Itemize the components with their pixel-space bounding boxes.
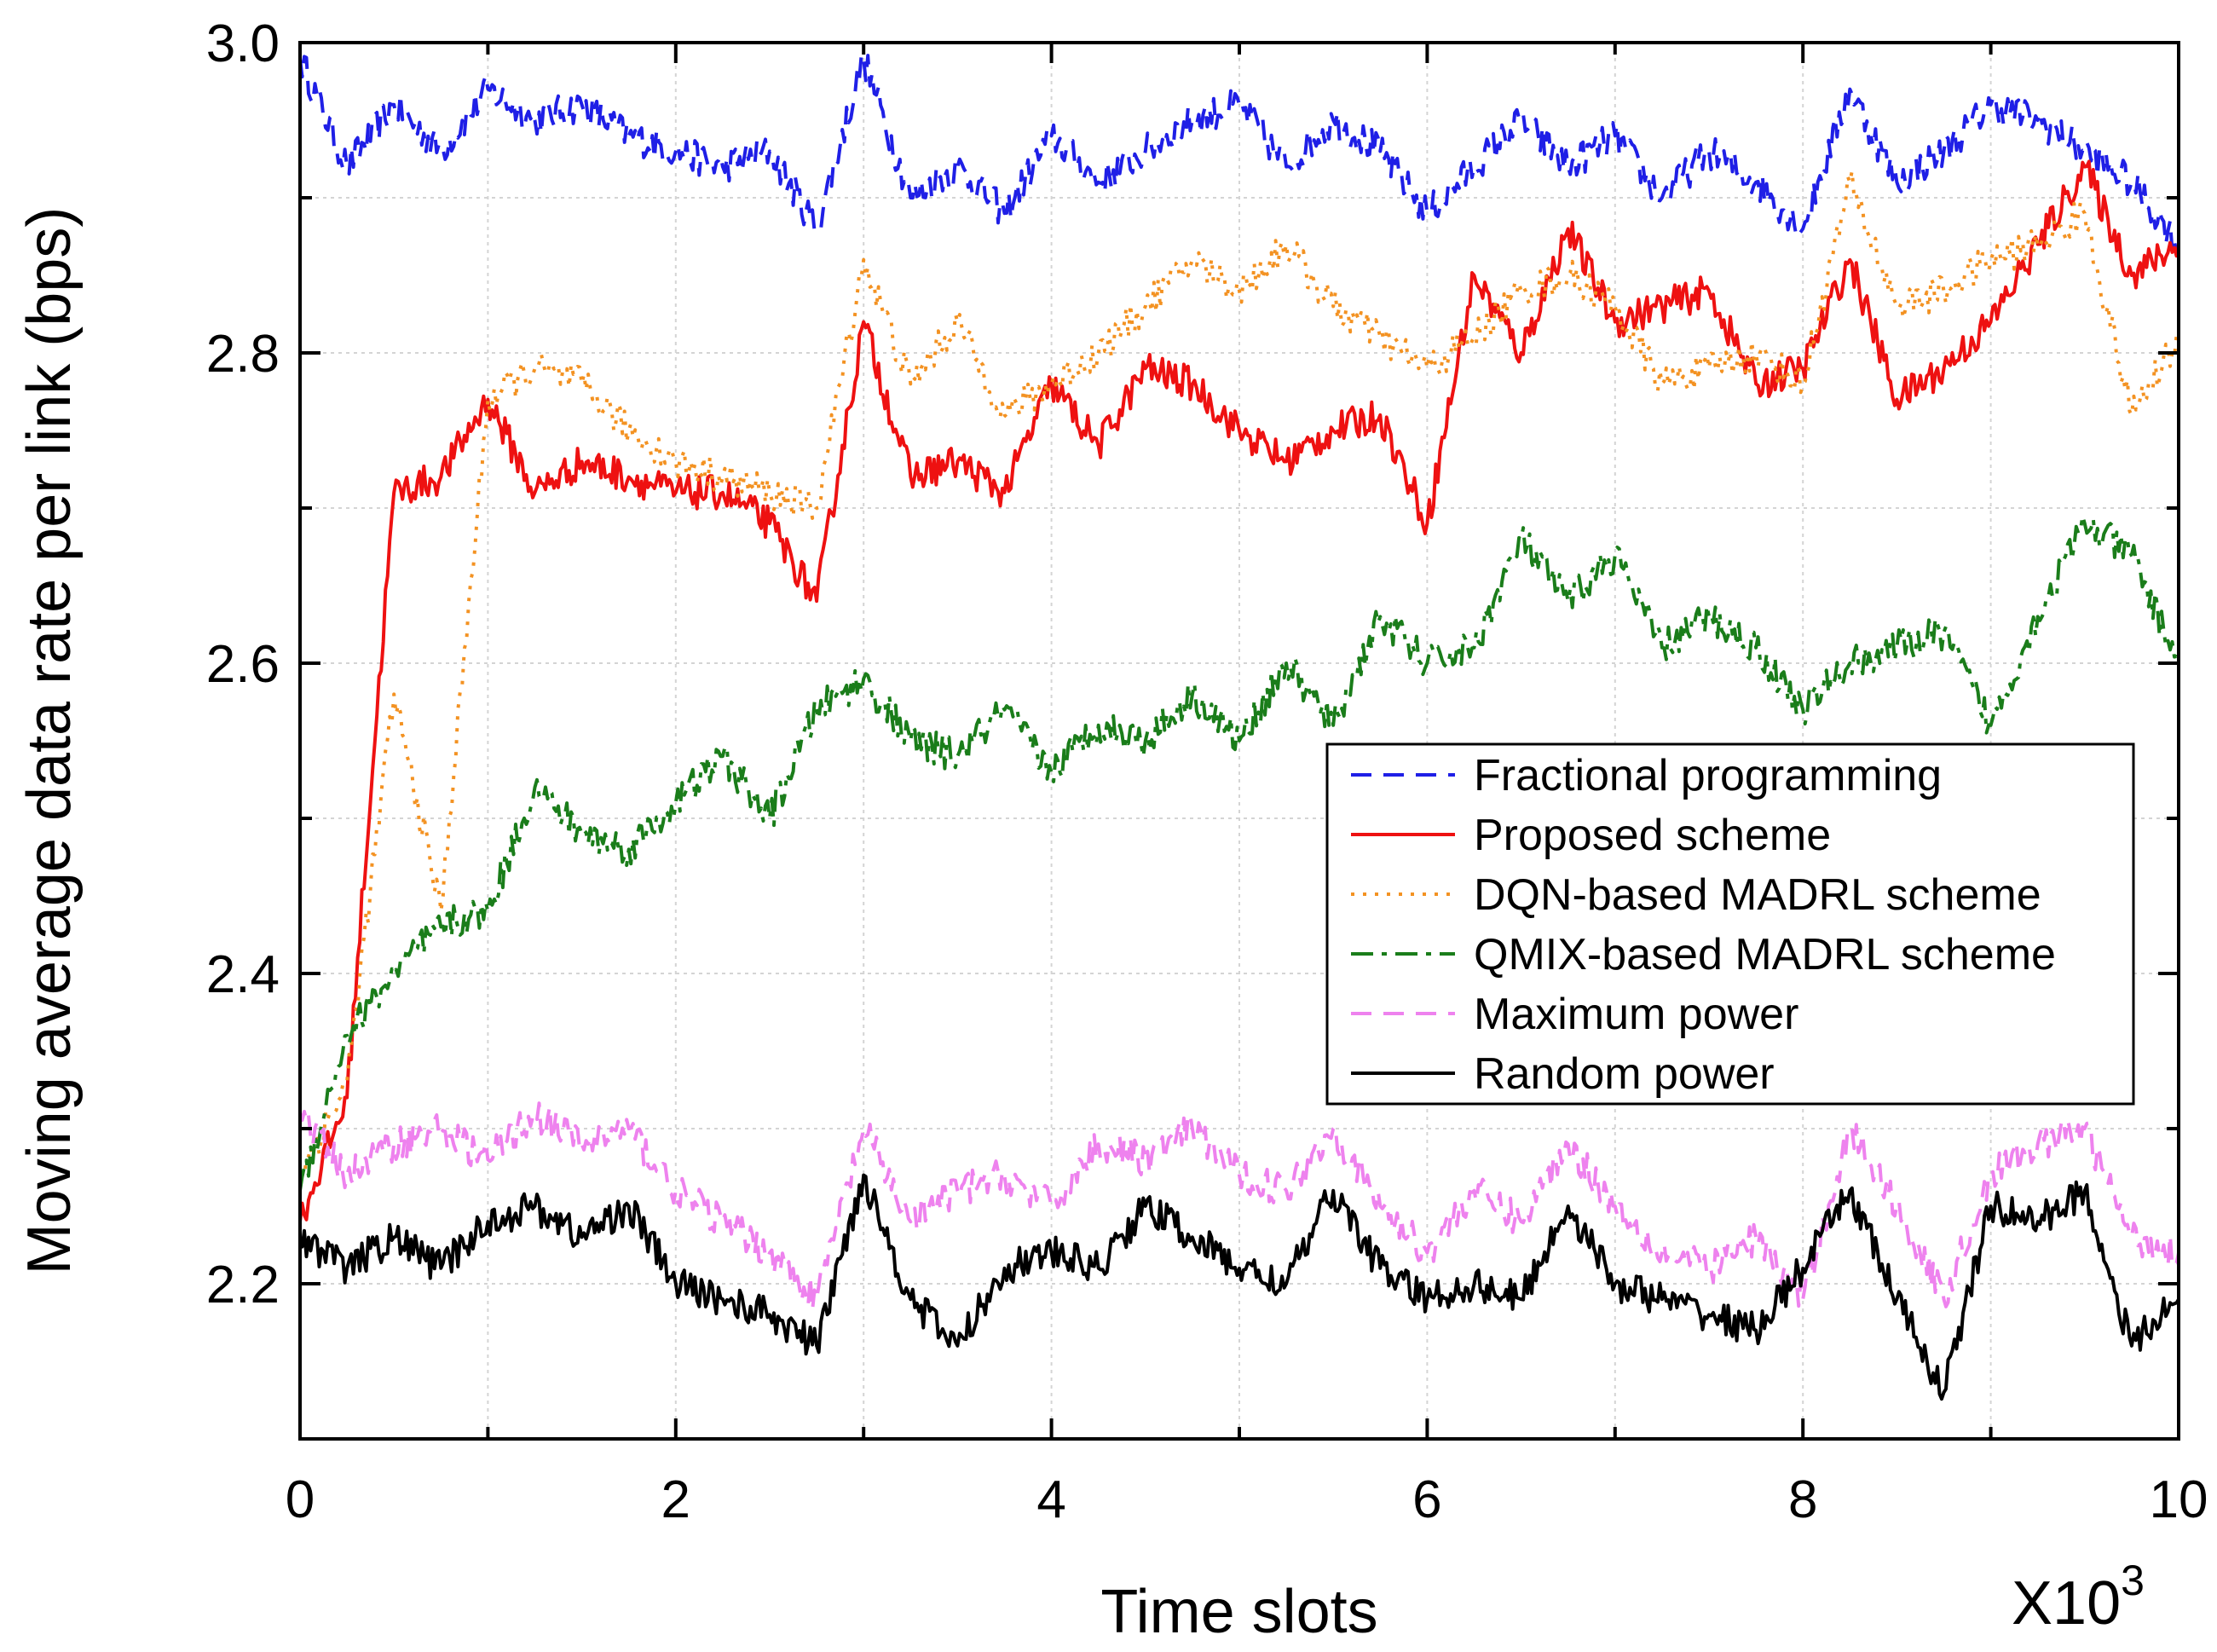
- legend-label: Proposed scheme: [1474, 811, 1831, 860]
- legend-box: [1325, 742, 2135, 1106]
- legend-label: DQN-based MADRL scheme: [1474, 870, 2041, 920]
- x-tick-label: 0: [286, 1470, 315, 1529]
- x-tick-label: 2: [661, 1470, 690, 1529]
- ticks: [298, 41, 2180, 1441]
- legend-label: Fractional programming: [1474, 751, 1942, 800]
- y-axis-title: Moving average data rate per link (bps): [15, 207, 84, 1275]
- y-tick-label: 2.8: [206, 325, 280, 384]
- y-tick-label: 2.2: [206, 1256, 280, 1314]
- legend-label: Random power: [1474, 1049, 1775, 1099]
- series-line-4: [298, 1101, 2180, 1312]
- series-line-3: [298, 514, 2180, 1192]
- y-tick-label: 3.0: [206, 14, 280, 73]
- y-tick-label: 2.4: [206, 945, 280, 1004]
- legend-label: Maximum power: [1474, 990, 1798, 1039]
- x-tick-label: 8: [1788, 1470, 1817, 1529]
- series-line-2: [299, 169, 2180, 1178]
- x-tick-label: 10: [2150, 1470, 2208, 1529]
- x-tick-label: 6: [1412, 1470, 1441, 1529]
- x-axis-multiplier: X103: [2012, 1557, 2145, 1638]
- series-layer: [298, 52, 2180, 1401]
- legend: Fractional programming Proposed scheme DQN…: [1325, 742, 2135, 1106]
- x-axis-title: Time slots: [1100, 1578, 1377, 1646]
- series-line-0: [298, 52, 2180, 256]
- y-tick-label: 2.6: [206, 635, 280, 694]
- tick-labels: 0 2 4 6 8 10 2.2 2.4 2.6 2.8 3.0: [206, 14, 2208, 1529]
- grid: [300, 43, 2179, 1439]
- series-line-1: [298, 159, 2180, 1222]
- legend-label: QMIX-based MADRL scheme: [1474, 930, 2056, 979]
- x-axis-multiplier-base: X10: [2012, 1569, 2121, 1638]
- x-axis-multiplier-exponent: 3: [2121, 1557, 2145, 1604]
- x-tick-label: 4: [1036, 1470, 1065, 1529]
- series-line-5: [298, 1173, 2180, 1401]
